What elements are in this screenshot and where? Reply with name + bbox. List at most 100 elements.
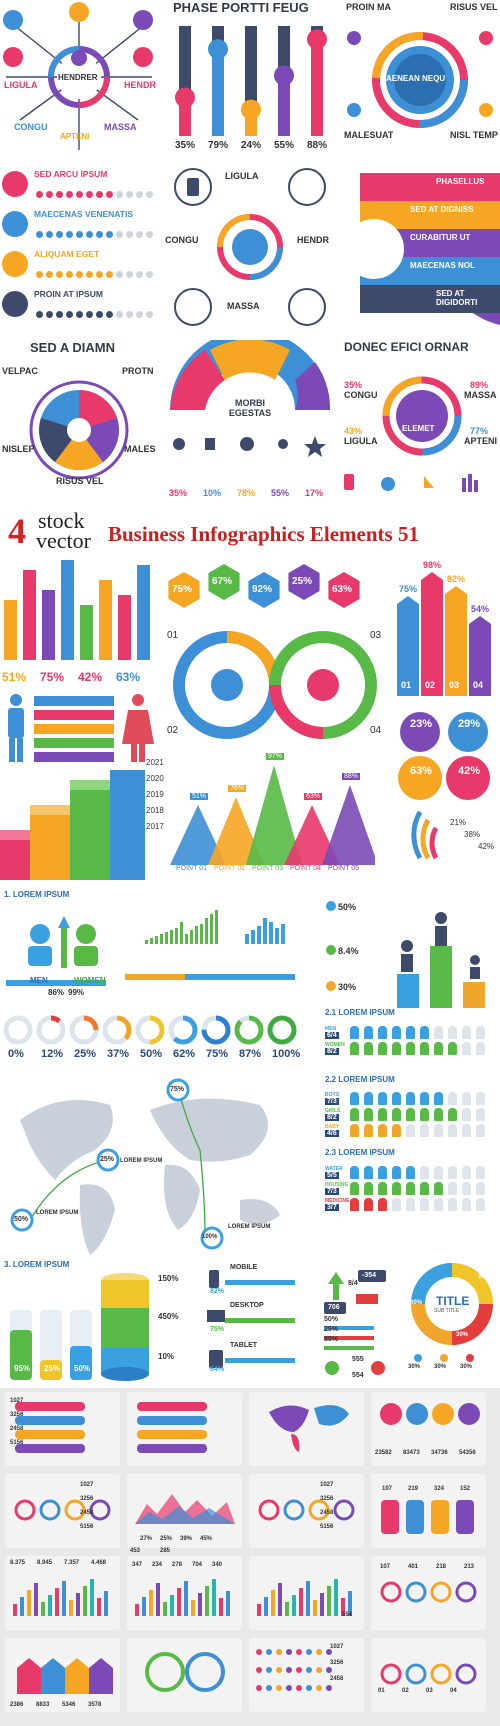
dot-list-dot xyxy=(96,311,103,318)
thumbnail-graphic xyxy=(380,1581,477,1603)
phase-knob xyxy=(175,87,195,108)
thumbnail-15 xyxy=(249,1638,364,1712)
pictogram xyxy=(448,1026,457,1039)
g2-hexagon xyxy=(288,564,320,600)
thumbnail-graphic xyxy=(257,1579,352,1616)
g1-bar xyxy=(137,565,150,660)
dot-list-dot xyxy=(96,191,103,198)
thumbnail-number: 3256 xyxy=(80,1496,94,1502)
pie-icons-graphic xyxy=(29,380,129,480)
elemet-graphic xyxy=(382,376,462,456)
pictogram xyxy=(350,1124,359,1137)
ring-label-1: PROIN MA xyxy=(346,2,391,12)
g6-bubble-graphic xyxy=(398,712,490,860)
pictogram xyxy=(476,1092,485,1105)
misc-badge-2: 706 xyxy=(328,1304,340,1311)
g7-year: 2021 xyxy=(146,758,164,767)
thumbnail-number: 1027 xyxy=(10,1398,24,1404)
gauge-graphic xyxy=(170,340,331,457)
g8b-bar xyxy=(200,924,203,944)
dot-list: SED ARCU IPSUM MAECENAS VENENATIS ALIQUAM … xyxy=(0,165,158,330)
people-row-value: 3/7 xyxy=(325,1204,339,1211)
thumbnail-number: 5156 xyxy=(10,1440,24,1446)
g9-pct-3: 30% xyxy=(338,982,357,992)
g8b-bar-graphic xyxy=(125,910,295,980)
elemet-label-4: APTENI xyxy=(464,436,498,446)
g8b-bar xyxy=(195,926,198,944)
stats-collage: 3. LOREM IPSUM 95% 25% 50% 150% 450% 10%… xyxy=(0,1260,500,1385)
thumbnail-number: 3578 xyxy=(88,1702,102,1708)
g5-num: 03 xyxy=(370,630,382,641)
thumbnail-number: 27% xyxy=(140,1536,153,1542)
title-ring-p1: 30% xyxy=(410,1300,423,1306)
dot-list-dot xyxy=(36,191,43,198)
title-ring-graphic xyxy=(411,1263,493,1362)
map-pin-4: 100% xyxy=(202,1234,218,1240)
dot-list-dot xyxy=(136,311,143,318)
pictogram xyxy=(448,1166,457,1179)
dot-list-dot xyxy=(36,271,43,278)
dot-list-icon xyxy=(2,171,28,197)
donut-label: 37% xyxy=(107,1048,130,1060)
title-banner: 4 stock vector Business Infographics Ele… xyxy=(0,508,500,554)
thumbnail-graphic xyxy=(15,1402,85,1453)
thumbnail-number: 25% xyxy=(160,1536,173,1542)
thumbnail-graphic xyxy=(380,1663,477,1685)
thumbnail-graphic xyxy=(13,1579,108,1616)
g2-hex-value: 25% xyxy=(292,576,313,587)
g3-arrow xyxy=(469,616,491,696)
dot-list-dot xyxy=(106,191,113,198)
pictogram xyxy=(476,1182,485,1195)
g2-hex-value: 63% xyxy=(332,584,353,595)
people-row-label: MEDICINE xyxy=(325,1198,350,1204)
thumbnail-7 xyxy=(249,1474,364,1548)
thumbnail-number: 8833 xyxy=(36,1702,50,1708)
dot-list-dot xyxy=(76,191,83,198)
thumbnail-number: 1027 xyxy=(330,1644,344,1650)
thumbnail-number: 8.945 xyxy=(37,1560,53,1566)
thumbnail-number: 01 xyxy=(378,1688,385,1694)
g1-people-graphic xyxy=(8,694,154,762)
pictogram xyxy=(406,1092,415,1105)
dot-list-item: ALIQUAM EGET xyxy=(34,249,100,259)
thumbnail-number: 107 xyxy=(380,1564,391,1570)
thumbnail-number: 03 xyxy=(64,1660,71,1666)
pictogram xyxy=(364,1108,373,1121)
g6-circle-value: 23% xyxy=(410,718,433,730)
phase-fill xyxy=(278,75,290,136)
dot-list-dot xyxy=(96,231,103,238)
g4-stairs-graphic xyxy=(0,770,145,880)
pie-label-2: PROTN xyxy=(122,366,154,376)
pictogram xyxy=(448,1108,457,1121)
thumbnail-number: 3256 xyxy=(330,1660,344,1666)
pictogram xyxy=(392,1092,401,1105)
icon-hub-label-1: LIGULA xyxy=(225,171,259,181)
stripe-semicircle: PHASELLUS SED AT DIGNISS CURABITUR UT MAECE… xyxy=(340,165,500,330)
map-caption-1: LOREM IPSUM xyxy=(120,1158,163,1164)
dot-list-dot xyxy=(136,271,143,278)
pie-icons: SED A DIAMN VELPAC PROTN NISLEP MALES RI… xyxy=(0,340,158,500)
thumbnail-number: 234 xyxy=(152,1562,163,1568)
lower-collage: 1. LOREM IPSUM MEN WOMEN 86% 99% 50% 8.4… xyxy=(0,890,500,1385)
thumbnail-number: 02 xyxy=(40,1660,47,1666)
donut-label: 25% xyxy=(74,1048,97,1060)
thumbnail-number: 554 xyxy=(342,1612,353,1618)
pictogram xyxy=(476,1166,485,1179)
pictogram xyxy=(462,1042,471,1055)
thumbnail-8 xyxy=(371,1474,486,1548)
donut-fill xyxy=(201,1015,231,1045)
stripe-item: MAECENAS NOL xyxy=(410,261,475,270)
g7-year: 2017 xyxy=(146,822,164,831)
thumbnail-number: 04 xyxy=(450,1688,457,1694)
device-pct-2: 75% xyxy=(210,1326,225,1333)
g1-bar-graphic xyxy=(4,560,150,660)
dot-list-dot xyxy=(56,311,63,318)
g8b-bar xyxy=(190,930,193,944)
g8b-bar xyxy=(155,936,158,944)
pictogram xyxy=(420,1124,429,1137)
hub-label-1: LIGULA xyxy=(4,80,38,90)
g1-bar xyxy=(80,605,93,660)
gauge-icon-row xyxy=(173,436,326,457)
g8b-bar xyxy=(251,930,255,944)
g5-num: 02 xyxy=(167,725,179,736)
